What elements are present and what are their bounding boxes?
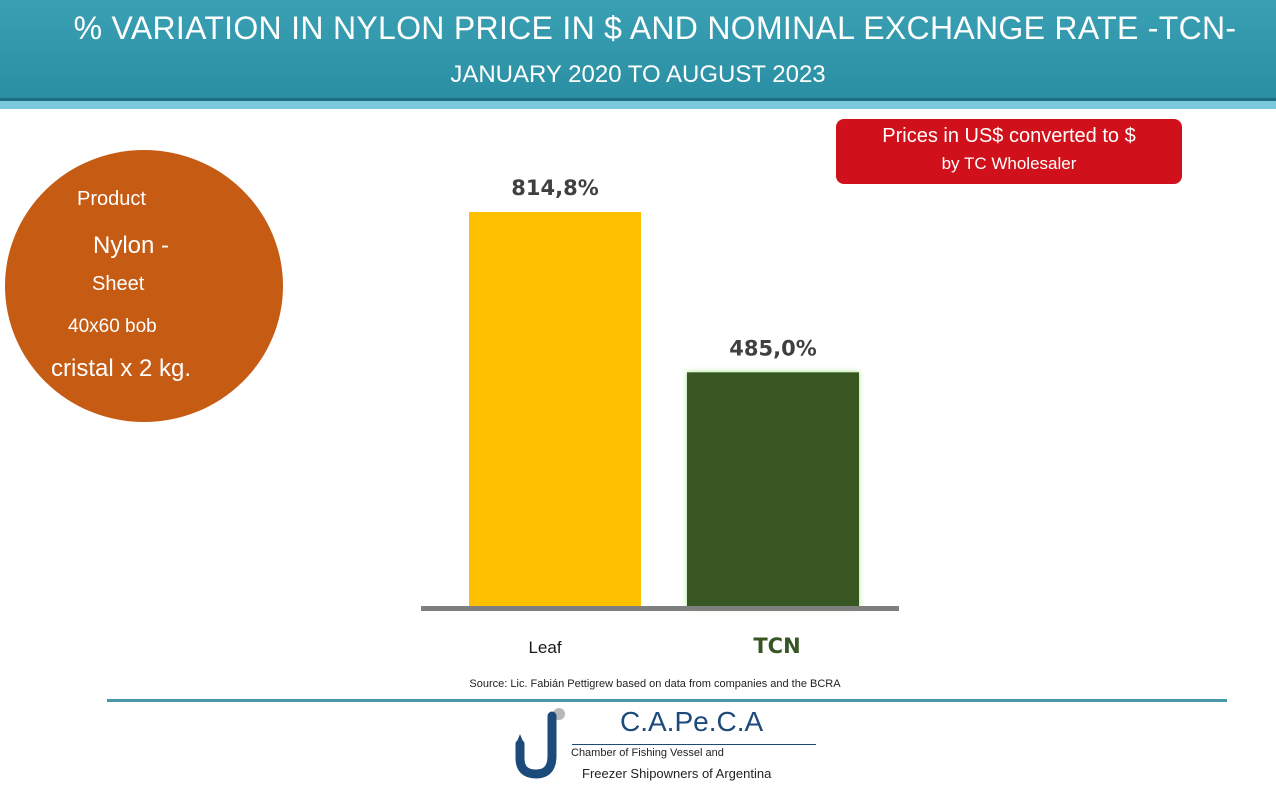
org-description-1: Chamber of Fishing Vessel and (571, 747, 724, 759)
header-banner: % VARIATION IN NYLON PRICE IN $ AND NOMI… (0, 0, 1276, 98)
price-note-badge: Prices in US$ converted to $ by TC Whole… (836, 119, 1182, 184)
bar-tcn (687, 372, 859, 608)
org-description-2: Freezer Shipowners of Argentina (582, 766, 772, 781)
product-line-4: cristal x 2 kg. (51, 355, 192, 382)
product-line-3: 40x60 bob (68, 316, 157, 337)
org-name: C.A.Pe.C.A (620, 706, 764, 737)
category-label-tcn: TCN (753, 634, 800, 658)
product-line-1: Nylon - (93, 232, 170, 259)
header-divider (0, 98, 1276, 101)
page-title: % VARIATION IN NYLON PRICE IN $ AND NOMI… (73, 10, 1237, 46)
x-axis-baseline (421, 606, 899, 611)
data-label-tcn: 485,0% (729, 336, 816, 360)
data-label-leaf: 814,8% (511, 176, 598, 200)
header-stripe (0, 101, 1276, 109)
page-subtitle: JANUARY 2020 TO AUGUST 2023 (450, 61, 826, 88)
price-note-line1: Prices in US$ converted to $ (882, 125, 1136, 147)
price-note-line2: by TC Wholesaler (941, 154, 1077, 173)
fishing-hook-logo-icon (515, 708, 565, 779)
category-label-leaf: Leaf (528, 638, 561, 657)
product-label: Product (77, 188, 146, 210)
footer-divider (107, 699, 1227, 702)
product-line-2: Sheet (92, 273, 145, 295)
product-circle: Product Nylon - Sheet 40x60 bob cristal … (5, 150, 283, 422)
org-rule (572, 744, 816, 745)
source-note: Source: Lic. Fabián Pettigrew based on d… (469, 678, 841, 690)
bar-leaf (469, 212, 641, 608)
